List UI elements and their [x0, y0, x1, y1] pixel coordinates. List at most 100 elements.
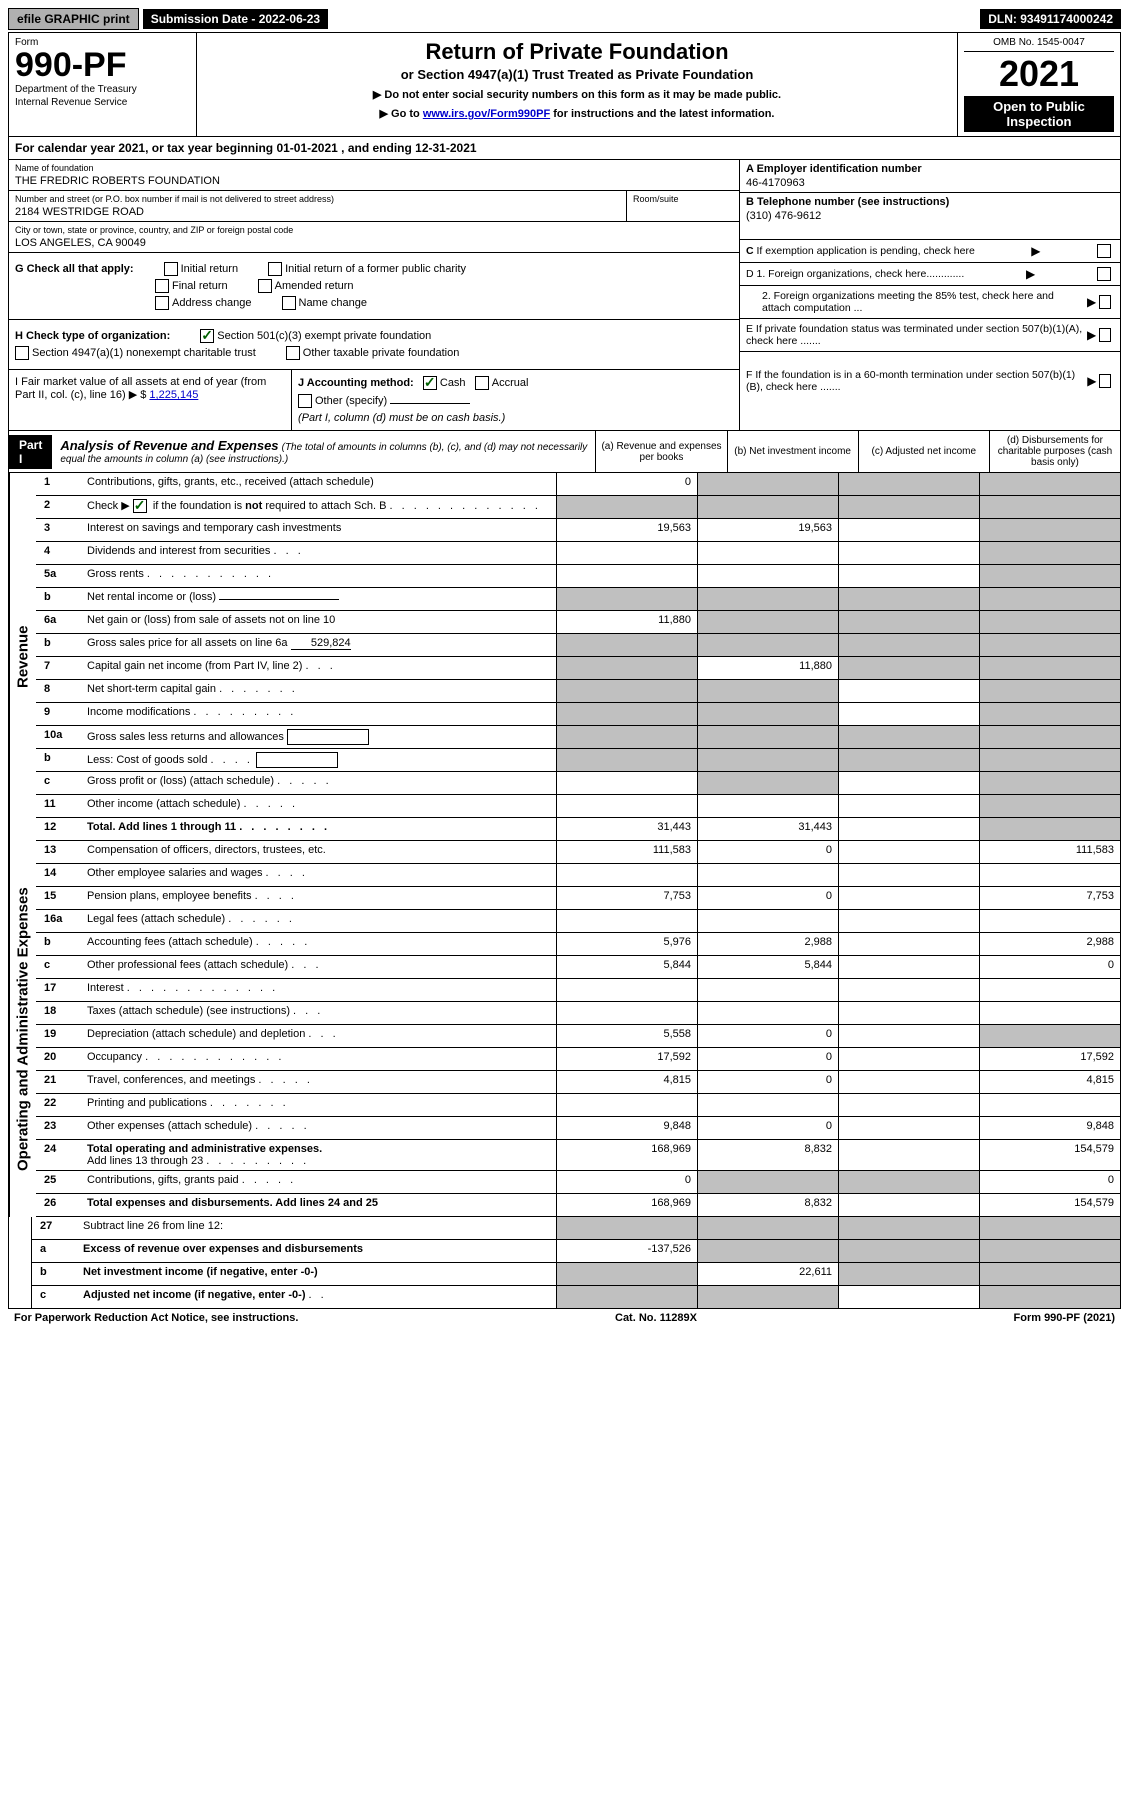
line-14-num: 14: [36, 864, 83, 886]
d2-checkbox[interactable]: [1099, 295, 1111, 309]
line-24-desc: Total operating and administrative expen…: [83, 1140, 556, 1170]
line-8-col-c: [838, 680, 979, 702]
line-2-checkbox[interactable]: [133, 499, 147, 513]
initial-former-label: Initial return of a former public charit…: [285, 263, 466, 275]
line-10b-col-d: [979, 749, 1120, 771]
line-10b-num: b: [36, 749, 83, 771]
line-27-num: 27: [32, 1217, 79, 1239]
line-12-col-d: [979, 818, 1120, 840]
line-15-col-c: [838, 887, 979, 909]
d1-label: D 1. Foreign organizations, check here..…: [746, 268, 964, 280]
c-exemption-label: If exemption application is pending, che…: [757, 245, 975, 257]
line-16b-col-a: 5,976: [556, 933, 697, 955]
expenses-section-label: Operating and Administrative Expenses: [9, 841, 36, 1217]
year-block: OMB No. 1545-0047 2021 Open to Public In…: [957, 33, 1120, 136]
phone-value: (310) 476-9612: [746, 210, 1114, 222]
4947-checkbox[interactable]: [15, 346, 29, 360]
line-27-col-c: [838, 1217, 979, 1239]
line-27c-col-d: [979, 1286, 1120, 1308]
line-9-col-c: [838, 703, 979, 725]
line-27b-desc: Net investment income (if negative, ente…: [79, 1263, 556, 1285]
line-24-col-b: 8,832: [697, 1140, 838, 1170]
form-number-block: Form 990-PF Department of the Treasury I…: [9, 33, 197, 136]
line-2-col-c: [838, 496, 979, 518]
i-fmv-label: I Fair market value of all assets at end…: [15, 376, 266, 401]
cash-checkbox[interactable]: [423, 376, 437, 390]
f-checkbox[interactable]: [1099, 374, 1111, 388]
line-4-col-c: [838, 542, 979, 564]
line-10a-num: 10a: [36, 726, 83, 748]
other-taxable-label: Other taxable private foundation: [303, 347, 460, 359]
line-7-desc: Capital gain net income (from Part IV, l…: [83, 657, 556, 679]
line-8-col-a: [556, 680, 697, 702]
line-16c-col-d: 0: [979, 956, 1120, 978]
d1-checkbox[interactable]: [1097, 267, 1111, 281]
d2-label: 2. Foreign organizations meeting the 85%…: [746, 290, 1084, 314]
c-checkbox[interactable]: [1097, 244, 1111, 258]
line-20-col-b: 0: [697, 1048, 838, 1070]
line-11-col-d: [979, 795, 1120, 817]
line-11-col-b: [697, 795, 838, 817]
line-27a-col-d: [979, 1240, 1120, 1262]
line-13-num: 13: [36, 841, 83, 863]
revenue-section-label: Revenue: [9, 473, 36, 841]
501c3-checkbox[interactable]: [200, 329, 214, 343]
accrual-checkbox[interactable]: [475, 376, 489, 390]
amended-return-checkbox[interactable]: [258, 279, 272, 293]
irs-link[interactable]: www.irs.gov/Form990PF: [423, 108, 550, 120]
other-specify-checkbox[interactable]: [298, 394, 312, 408]
instruction-2: ▶ Go to www.irs.gov/Form990PF for instru…: [207, 107, 947, 120]
line-6b-col-a: [556, 634, 697, 656]
name-change-checkbox[interactable]: [282, 296, 296, 310]
i-fmv-value[interactable]: 1,225,145: [149, 389, 198, 401]
line-15-num: 15: [36, 887, 83, 909]
line-12-desc: Total. Add lines 1 through 11 . . . . . …: [83, 818, 556, 840]
line-14-col-a: [556, 864, 697, 886]
line-16a-col-c: [838, 910, 979, 932]
line-13-desc: Compensation of officers, directors, tru…: [83, 841, 556, 863]
line-21-num: 21: [36, 1071, 83, 1093]
line-5a-desc: Gross rents . . . . . . . . . . .: [83, 565, 556, 587]
e-checkbox[interactable]: [1099, 328, 1111, 342]
line-24-col-a: 168,969: [556, 1140, 697, 1170]
line-21-col-c: [838, 1071, 979, 1093]
line-23-col-a: 9,848: [556, 1117, 697, 1139]
line-8-desc: Net short-term capital gain . . . . . . …: [83, 680, 556, 702]
line-7-col-b: 11,880: [697, 657, 838, 679]
irs-label: Internal Revenue Service: [15, 97, 190, 108]
line-25-col-d: 0: [979, 1171, 1120, 1193]
line-13-col-d: 111,583: [979, 841, 1120, 863]
line-27-desc: Subtract line 26 from line 12:: [79, 1217, 556, 1239]
line-6b-col-d: [979, 634, 1120, 656]
efile-print-button[interactable]: efile GRAPHIC print: [8, 8, 139, 30]
line-26-col-a: 168,969: [556, 1194, 697, 1216]
initial-former-checkbox[interactable]: [268, 262, 282, 276]
line-19-col-b: 0: [697, 1025, 838, 1047]
line-21-col-b: 0: [697, 1071, 838, 1093]
line-20-col-d: 17,592: [979, 1048, 1120, 1070]
line-22-col-d: [979, 1094, 1120, 1116]
title-block: Return of Private Foundation or Section …: [197, 33, 957, 136]
line-5b-desc: Net rental income or (loss): [83, 588, 556, 610]
line-26-col-b: 8,832: [697, 1194, 838, 1216]
line-3-col-d: [979, 519, 1120, 541]
room-suite-label: Room/suite: [633, 194, 733, 204]
line-20-col-a: 17,592: [556, 1048, 697, 1070]
initial-return-checkbox[interactable]: [164, 262, 178, 276]
line-4-desc: Dividends and interest from securities .…: [83, 542, 556, 564]
omb-number: OMB No. 1545-0047: [964, 37, 1114, 52]
line-10c-col-a: [556, 772, 697, 794]
line-10b-desc: Less: Cost of goods sold . . . .: [83, 749, 556, 771]
line-16c-desc: Other professional fees (attach schedule…: [83, 956, 556, 978]
final-return-checkbox[interactable]: [155, 279, 169, 293]
city-label: City or town, state or province, country…: [15, 225, 733, 235]
line-20-desc: Occupancy . . . . . . . . . . . .: [83, 1048, 556, 1070]
address-change-checkbox[interactable]: [155, 296, 169, 310]
line-1-num: 1: [36, 473, 83, 495]
line-26-col-d: 154,579: [979, 1194, 1120, 1216]
initial-return-label: Initial return: [181, 263, 238, 275]
cat-number: Cat. No. 11289X: [615, 1312, 697, 1324]
other-taxable-checkbox[interactable]: [286, 346, 300, 360]
line-27-col-d: [979, 1217, 1120, 1239]
line-5a-col-b: [697, 565, 838, 587]
